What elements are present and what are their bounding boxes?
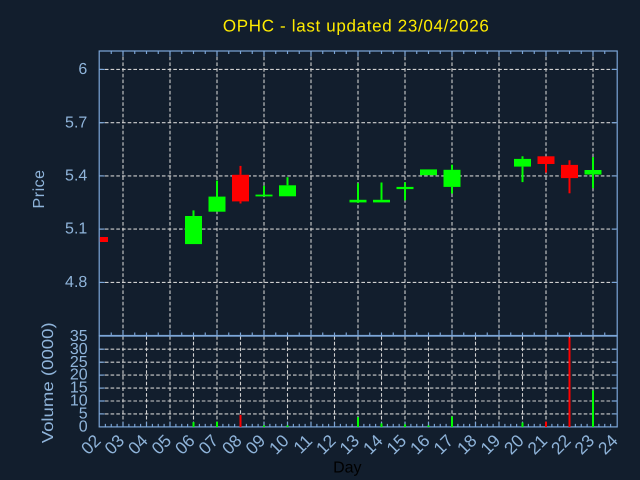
svg-text:5.1: 5.1 [65, 221, 87, 238]
svg-text:4.8: 4.8 [65, 274, 87, 291]
svg-text:10: 10 [70, 393, 88, 410]
svg-text:25: 25 [70, 354, 88, 371]
svg-text:Price: Price [31, 170, 48, 209]
svg-text:15: 15 [70, 380, 88, 397]
svg-text:OPHC - last updated 23/04/2026: OPHC - last updated 23/04/2026 [223, 17, 489, 36]
svg-text:Volume (0000): Volume (0000) [40, 322, 57, 443]
svg-text:30: 30 [70, 341, 88, 358]
svg-text:5: 5 [79, 406, 88, 423]
svg-text:20: 20 [70, 367, 88, 384]
svg-text:Day: Day [333, 460, 361, 477]
svg-text:5.4: 5.4 [65, 168, 87, 185]
svg-text:0: 0 [79, 419, 88, 436]
svg-text:5.7: 5.7 [65, 114, 87, 131]
svg-text:6: 6 [78, 61, 87, 78]
svg-text:35: 35 [70, 328, 88, 345]
